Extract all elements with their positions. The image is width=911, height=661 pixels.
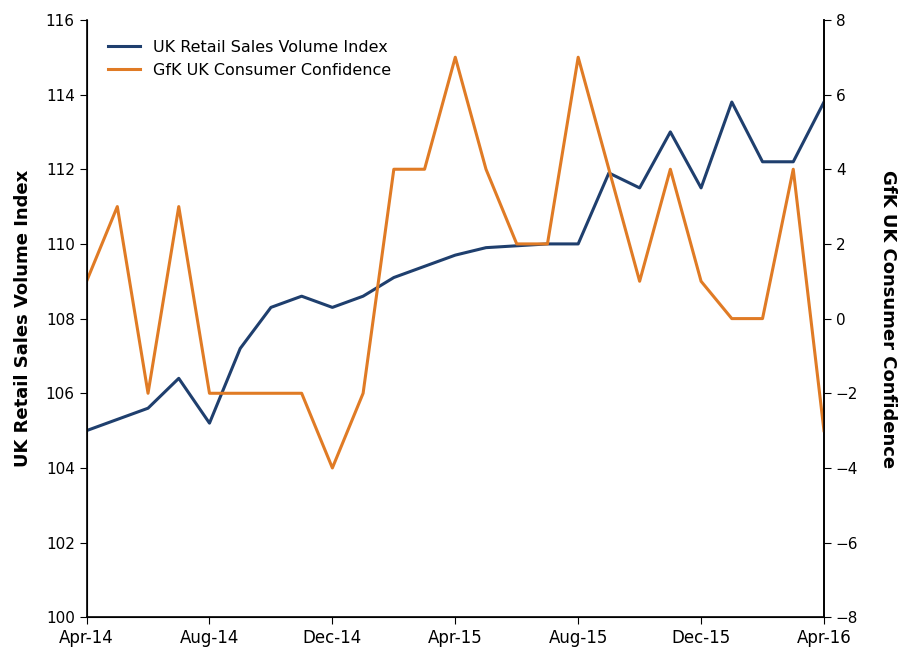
UK Retail Sales Volume Index	[573, 240, 584, 248]
GfK UK Consumer Confidence	[757, 315, 768, 323]
UK Retail Sales Volume Index	[726, 98, 737, 106]
GfK UK Consumer Confidence	[726, 315, 737, 323]
GfK UK Consumer Confidence	[358, 389, 369, 397]
UK Retail Sales Volume Index	[327, 303, 338, 311]
GfK UK Consumer Confidence	[204, 389, 215, 397]
GfK UK Consumer Confidence	[542, 240, 553, 248]
UK Retail Sales Volume Index	[265, 303, 276, 311]
GfK UK Consumer Confidence	[327, 464, 338, 472]
UK Retail Sales Volume Index	[142, 405, 153, 412]
UK Retail Sales Volume Index	[450, 251, 461, 259]
GfK UK Consumer Confidence	[634, 278, 645, 286]
GfK UK Consumer Confidence	[603, 165, 614, 173]
UK Retail Sales Volume Index	[419, 262, 430, 270]
Line: UK Retail Sales Volume Index: UK Retail Sales Volume Index	[87, 102, 824, 430]
GfK UK Consumer Confidence	[112, 203, 123, 211]
GfK UK Consumer Confidence	[296, 389, 307, 397]
UK Retail Sales Volume Index	[296, 292, 307, 300]
UK Retail Sales Volume Index	[542, 240, 553, 248]
GfK UK Consumer Confidence	[696, 278, 707, 286]
GfK UK Consumer Confidence	[419, 165, 430, 173]
GfK UK Consumer Confidence	[142, 389, 153, 397]
GfK UK Consumer Confidence	[818, 426, 829, 434]
Y-axis label: GfK UK Consumer Confidence: GfK UK Consumer Confidence	[879, 169, 897, 468]
UK Retail Sales Volume Index	[818, 98, 829, 106]
UK Retail Sales Volume Index	[665, 128, 676, 136]
UK Retail Sales Volume Index	[757, 158, 768, 166]
UK Retail Sales Volume Index	[112, 416, 123, 424]
GfK UK Consumer Confidence	[173, 203, 184, 211]
Legend: UK Retail Sales Volume Index, GfK UK Consumer Confidence: UK Retail Sales Volume Index, GfK UK Con…	[102, 34, 397, 85]
GfK UK Consumer Confidence	[665, 165, 676, 173]
GfK UK Consumer Confidence	[573, 54, 584, 61]
UK Retail Sales Volume Index	[634, 184, 645, 192]
GfK UK Consumer Confidence	[81, 278, 92, 286]
UK Retail Sales Volume Index	[511, 242, 522, 250]
UK Retail Sales Volume Index	[788, 158, 799, 166]
UK Retail Sales Volume Index	[388, 274, 399, 282]
GfK UK Consumer Confidence	[788, 165, 799, 173]
GfK UK Consumer Confidence	[480, 165, 491, 173]
UK Retail Sales Volume Index	[235, 344, 246, 352]
GfK UK Consumer Confidence	[511, 240, 522, 248]
UK Retail Sales Volume Index	[173, 374, 184, 382]
UK Retail Sales Volume Index	[358, 292, 369, 300]
GfK UK Consumer Confidence	[450, 54, 461, 61]
Y-axis label: UK Retail Sales Volume Index: UK Retail Sales Volume Index	[14, 170, 32, 467]
GfK UK Consumer Confidence	[235, 389, 246, 397]
Line: GfK UK Consumer Confidence: GfK UK Consumer Confidence	[87, 58, 824, 468]
UK Retail Sales Volume Index	[603, 169, 614, 177]
UK Retail Sales Volume Index	[480, 244, 491, 252]
UK Retail Sales Volume Index	[696, 184, 707, 192]
GfK UK Consumer Confidence	[388, 165, 399, 173]
GfK UK Consumer Confidence	[265, 389, 276, 397]
UK Retail Sales Volume Index	[204, 419, 215, 427]
UK Retail Sales Volume Index	[81, 426, 92, 434]
